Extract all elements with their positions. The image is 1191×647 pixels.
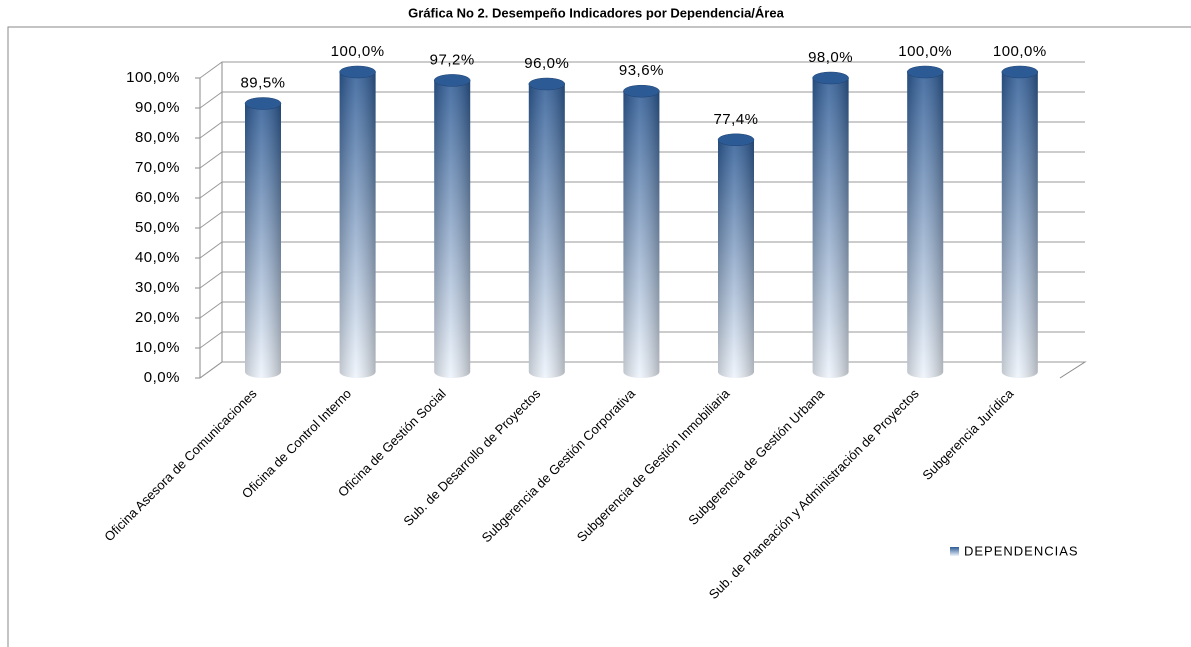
y-tick-label: 10,0% [135,339,180,356]
x-tick-label: Sub. de Planeación y Administración de P… [706,386,922,602]
value-label: 98,0% [808,49,853,66]
bar-shade [1001,72,1038,378]
y-tick-label: 70,0% [135,159,180,176]
grid-line [199,91,1085,109]
bar-cap [339,65,376,79]
bar-shade [339,72,376,378]
x-tick-label: Oficina Asesora de Comunicaciones [101,386,260,545]
chart-frame [7,26,1191,647]
value-label: 100,0% [331,43,385,60]
value-label: 100,0% [993,43,1047,60]
bar-cap [717,133,755,147]
bar-shade [812,78,849,378]
grid-line [199,361,1085,379]
bar [906,65,944,378]
bar [1001,65,1039,378]
bar-shade [907,72,944,378]
bar-shade [528,84,565,378]
grid-line [199,181,1085,199]
y-tick-label: 20,0% [135,309,180,326]
bar [339,65,376,378]
value-label: 89,5% [240,74,285,91]
x-tick-label: Oficina de Control Interno [239,386,354,501]
x-tick-label: Subgerencia de Gestión Corporativa [479,385,639,545]
y-tick-label: 100,0% [126,69,180,86]
grid-line [199,211,1085,229]
bar-cap [1001,65,1039,79]
x-tick-label: Oficina de Gestión Social [335,386,449,500]
bar [717,133,755,378]
y-tick-label: 80,0% [135,129,180,146]
bar-cap [244,97,282,110]
grid-line [199,331,1085,349]
bar-cap [433,74,471,87]
bar [623,84,660,378]
x-tick-label: Subgerencia Jurídica [919,385,1017,483]
x-tick-label: Subgerencia de Gestión Inmobiliaria [574,385,733,544]
bar-shade [434,80,471,379]
grid-line [199,151,1085,169]
legend-swatch [950,547,959,556]
bar [433,74,471,379]
grid-line [199,301,1085,319]
value-label: 93,6% [619,62,664,79]
grid-line [199,61,1085,79]
bar-cap [812,71,849,85]
value-label: 97,2% [430,51,475,68]
y-tick-label: 50,0% [135,219,180,236]
bar [244,97,282,378]
grid-line [199,241,1085,259]
value-label: 77,4% [713,111,758,128]
bar [528,77,566,378]
bar [812,71,849,378]
y-tick-label: 40,0% [135,249,180,266]
bar-cap [528,77,566,91]
bar-shade [718,139,754,378]
value-label: 100,0% [898,43,952,60]
y-tick-label: 60,0% [135,189,180,206]
value-label: 96,0% [524,55,569,72]
bar-cap [906,65,944,79]
legend-label: DEPENDENCIAS [964,543,1079,558]
grid-line [199,271,1085,289]
grid-line [199,121,1085,139]
bar-shade [623,91,660,378]
y-tick-label: 30,0% [135,279,180,296]
bar-cap [623,84,660,98]
y-tick-label: 0,0% [144,369,180,386]
y-tick-label: 90,0% [135,99,180,116]
bar-shade [245,103,281,378]
chart-title: Gráfica No 2. Desempeño Indicadores por … [408,5,784,20]
